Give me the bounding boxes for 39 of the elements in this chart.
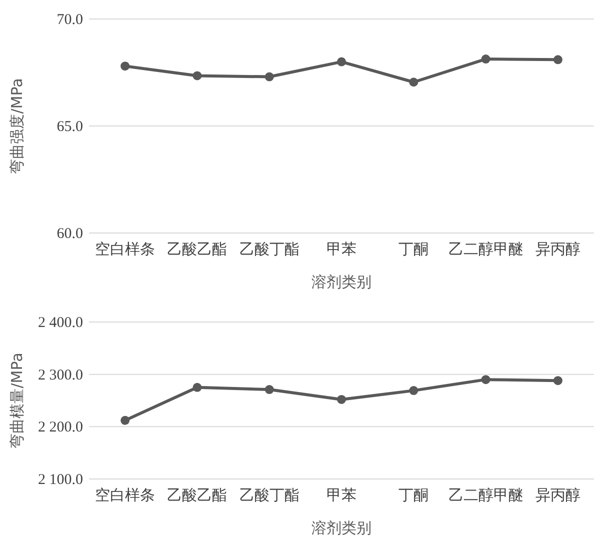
y-tick-label: 60.0 bbox=[56, 226, 83, 242]
point bbox=[192, 382, 202, 392]
y-tick-label: 2 300.0 bbox=[38, 367, 83, 384]
x-tick-label: 甲苯 bbox=[326, 486, 356, 504]
x-tick-label: 乙酸乙酯 bbox=[167, 240, 228, 258]
x-tick-label: 空白样条 bbox=[95, 486, 156, 504]
x-tick-label: 乙酸乙酯 bbox=[167, 486, 228, 504]
y-tick-label: 2 100.0 bbox=[38, 472, 83, 488]
y-tick-label: 2 200.0 bbox=[38, 420, 83, 436]
point bbox=[481, 54, 490, 64]
point bbox=[553, 376, 562, 386]
x-axis-title: 溶剂类别 bbox=[312, 273, 372, 291]
point bbox=[264, 72, 274, 82]
x-tick-label: 异丙醇 bbox=[535, 486, 580, 504]
point bbox=[337, 394, 346, 404]
x-tick-label: 异丙醇 bbox=[535, 240, 580, 258]
point bbox=[481, 375, 490, 384]
point bbox=[409, 78, 418, 87]
point bbox=[409, 386, 418, 396]
y-tick-label: 2 400.0 bbox=[38, 315, 83, 331]
y-tick-label: 65.0 bbox=[56, 119, 83, 135]
x-axis-title: 溶剂类别 bbox=[312, 519, 372, 537]
y-tick-label: 70.0 bbox=[56, 12, 83, 28]
x-tick-label: 乙酸丁酯 bbox=[239, 486, 300, 504]
y-axis-title: 弯曲强度/MPa bbox=[8, 78, 26, 174]
point bbox=[192, 71, 202, 80]
x-tick-label: 甲苯 bbox=[326, 240, 356, 258]
x-tick-label: 丁酮 bbox=[398, 486, 429, 504]
point bbox=[337, 57, 346, 66]
point bbox=[264, 385, 274, 394]
point bbox=[120, 416, 130, 425]
x-tick-label: 空白样条 bbox=[95, 240, 156, 258]
x-tick-label: 丁酮 bbox=[398, 240, 429, 258]
x-tick-label: 乙酸丁酯 bbox=[239, 240, 300, 258]
x-tick-label: 乙二醇甲醚 bbox=[448, 240, 524, 258]
point bbox=[120, 62, 130, 71]
point bbox=[553, 55, 562, 64]
y-axis-title: 弯曲模量/MPa bbox=[8, 352, 26, 448]
x-tick-label: 乙二醇甲醚 bbox=[448, 486, 524, 504]
